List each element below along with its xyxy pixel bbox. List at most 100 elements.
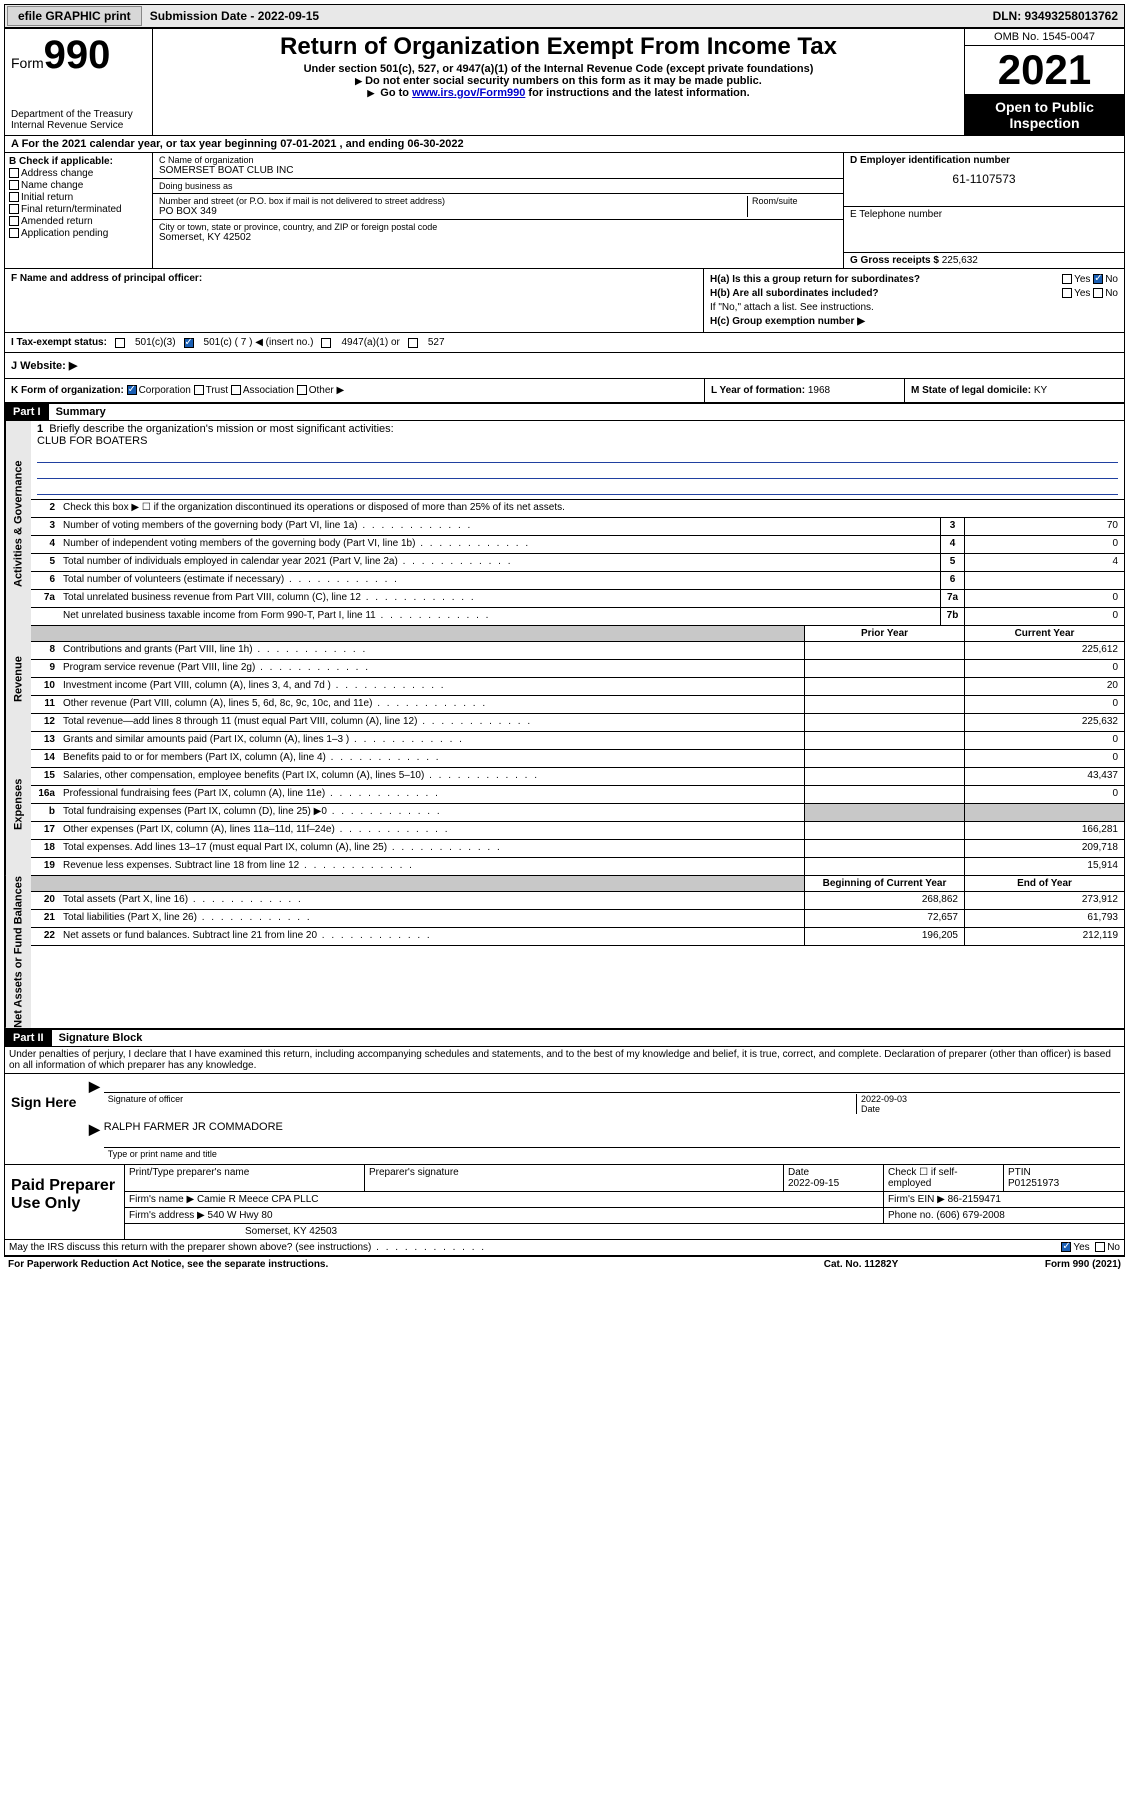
city-label: City or town, state or province, country… [159,222,837,232]
summary-row: 19Revenue less expenses. Subtract line 1… [31,858,1124,876]
row-m-value: KY [1034,385,1047,396]
ha-yes[interactable] [1062,274,1072,284]
chk-501c3[interactable] [115,338,125,348]
summary-row: 21Total liabilities (Part X, line 26)72,… [31,910,1124,928]
sig-date: 2022-09-03 [861,1094,907,1104]
phone-label: E Telephone number [850,209,1118,220]
efile-print-button[interactable]: efile GRAPHIC print [7,6,142,26]
section-bcdeg: B Check if applicable: Address change Na… [5,153,1124,269]
chk-other[interactable] [297,385,307,395]
room-label: Room/suite [752,196,837,206]
firm-addr2: Somerset, KY 42503 [125,1224,1124,1239]
q2-label: Check this box ▶ ☐ if the organization d… [59,500,1124,517]
gross-label: G Gross receipts $ [850,255,939,266]
chk-501c[interactable] [184,338,194,348]
summary-row: 4Number of independent voting members of… [31,536,1124,554]
row-f-h: F Name and address of principal officer:… [5,269,1124,333]
prep-selfemp: Check ☐ if self-employed [884,1165,1004,1191]
chk-trust[interactable] [194,385,204,395]
hdr-end-year: End of Year [964,876,1124,891]
firm-name: Camie R Meece CPA PLLC [197,1194,319,1205]
summary-row: 5Total number of individuals employed in… [31,554,1124,572]
discuss-no[interactable] [1095,1242,1105,1252]
row-a-tax-year: A For the 2021 calendar year, or tax yea… [5,136,1124,153]
chk-assoc[interactable] [231,385,241,395]
hc-label: H(c) Group exemption number ▶ [710,316,865,327]
sign-here-block: Sign Here ▶ Signature of officer2022-09-… [5,1074,1124,1165]
chk-application-pending[interactable] [9,228,19,238]
hdr-current-year: Current Year [964,626,1124,641]
subtitle-3: Go to www.irs.gov/Form990 for instructio… [159,87,958,99]
summary-row: 15Salaries, other compensation, employee… [31,768,1124,786]
col-c: C Name of organization SOMERSET BOAT CLU… [153,153,844,268]
col-b-title: B Check if applicable: [9,156,148,167]
form-title: Return of Organization Exempt From Incom… [159,33,958,61]
footer: For Paperwork Reduction Act Notice, see … [4,1257,1125,1272]
row-m-label: M State of legal domicile: [911,385,1031,396]
block-net-assets: Net Assets or Fund Balances Beginning of… [5,876,1124,1030]
org-name: SOMERSET BOAT CLUB INC [159,165,837,176]
prep-name-hdr: Print/Type preparer's name [125,1165,365,1191]
hb-note: If "No," attach a list. See instructions… [710,302,1118,313]
gross-value: 225,632 [942,255,978,266]
omb-number: OMB No. 1545-0047 [965,29,1124,46]
org-name-label: C Name of organization [159,155,837,165]
summary-row: 13Grants and similar amounts paid (Part … [31,732,1124,750]
submission-date: Submission Date - 2022-09-15 [144,9,325,23]
form-990-container: Form990 Department of the Treasury Inter… [4,28,1125,1257]
summary-row: 20Total assets (Part X, line 16)268,8622… [31,892,1124,910]
row-i: I Tax-exempt status: 501(c)(3) 501(c) ( … [5,333,1124,353]
hdr-prior-year: Prior Year [804,626,964,641]
summary-row: 18Total expenses. Add lines 13–17 (must … [31,840,1124,858]
col-deg: D Employer identification number 61-1107… [844,153,1124,268]
discuss-yes[interactable] [1061,1242,1071,1252]
sign-here-label: Sign Here [5,1074,85,1164]
chk-corp[interactable] [127,385,137,395]
chk-527[interactable] [408,338,418,348]
hb-label: H(b) Are all subordinates included? [710,288,879,299]
chk-address-change[interactable] [9,168,19,178]
row-h: H(a) Is this a group return for subordin… [704,269,1124,332]
block-expenses: Expenses 13Grants and similar amounts pa… [5,732,1124,876]
mission-text: CLUB FOR BOATERS [37,435,1118,447]
arrow-icon: ▶ [89,1121,100,1160]
summary-row: 22Net assets or fund balances. Subtract … [31,928,1124,946]
firm-addr: 540 W Hwy 80 [208,1210,273,1221]
col-b-checkboxes: B Check if applicable: Address change Na… [5,153,153,268]
addr-value: PO BOX 349 [159,206,747,217]
chk-amended-return[interactable] [9,216,19,226]
row-k-label: K Form of organization: [11,385,124,396]
hb-yes[interactable] [1062,288,1072,298]
chk-name-change[interactable] [9,180,19,190]
form-number: 990 [44,33,111,77]
chk-final-return[interactable] [9,204,19,214]
summary-row: 6Total number of volunteers (estimate if… [31,572,1124,590]
officer-name: RALPH FARMER JR COMMADORE [104,1121,1120,1133]
summary-row: Net unrelated business taxable income fr… [31,608,1124,626]
dln-label: DLN: 93493258013762 [993,9,1124,23]
row-l-label: L Year of formation: [711,385,805,396]
ha-no[interactable] [1093,274,1103,284]
tax-year: 2021 [965,46,1124,95]
row-j-label: J Website: ▶ [11,360,77,372]
part1-title: Summary [52,404,110,420]
row-f-label: F Name and address of principal officer: [11,273,202,284]
signature-declaration: Under penalties of perjury, I declare th… [5,1047,1124,1074]
paid-preparer-label: Paid Preparer Use Only [5,1165,125,1239]
row-l-value: 1968 [808,385,830,396]
addr-label: Number and street (or P.O. box if mail i… [159,196,747,206]
part2-header: Part II Signature Block [5,1030,1124,1047]
row-j: J Website: ▶ [5,353,1124,379]
chk-4947[interactable] [321,338,331,348]
part1-badge: Part I [5,404,49,420]
subtitle-1: Under section 501(c), 527, or 4947(a)(1)… [159,63,958,75]
ha-label: H(a) Is this a group return for subordin… [710,274,920,285]
chk-initial-return[interactable] [9,192,19,202]
hb-no[interactable] [1093,288,1103,298]
summary-row: 9Program service revenue (Part VIII, lin… [31,660,1124,678]
irs-link[interactable]: www.irs.gov/Form990 [412,87,525,99]
header-left: Form990 Department of the Treasury Inter… [5,29,153,135]
firm-ein: 86-2159471 [948,1194,1001,1205]
form-header: Form990 Department of the Treasury Inter… [5,29,1124,136]
header-right: OMB No. 1545-0047 2021 Open to Public In… [964,29,1124,135]
